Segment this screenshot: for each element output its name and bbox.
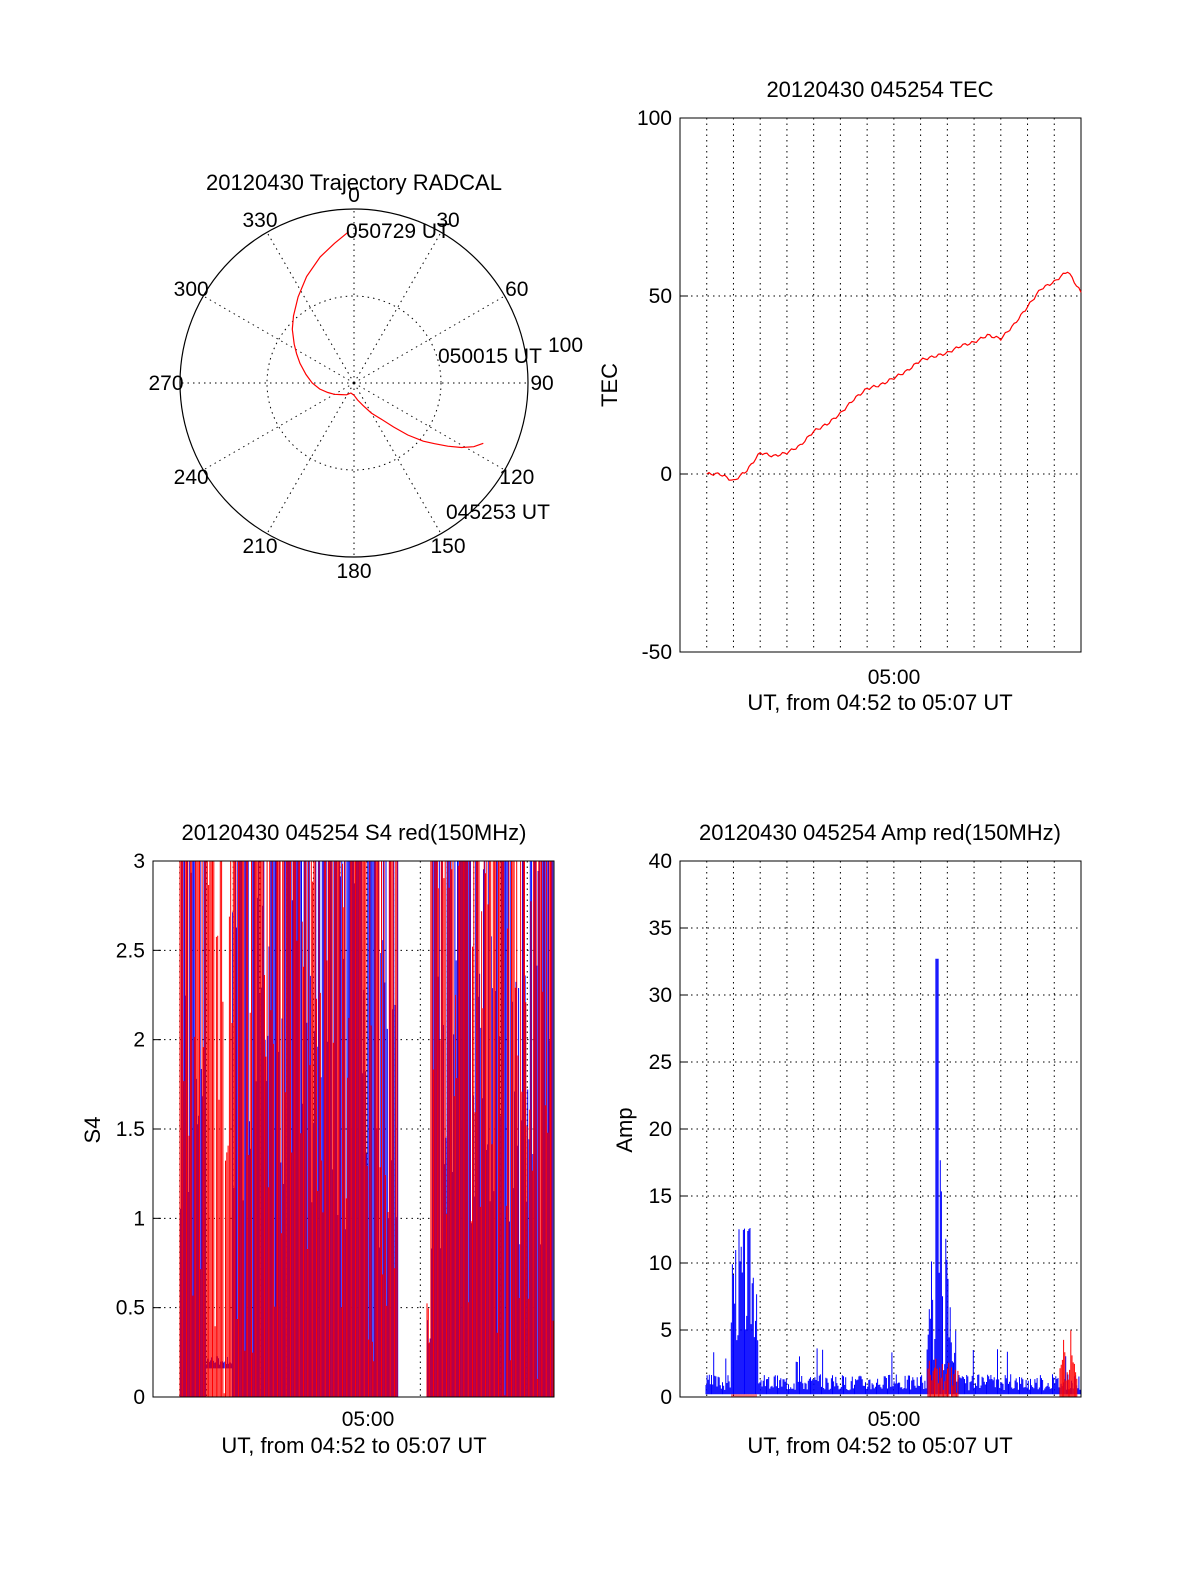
tec-frame	[679, 117, 1082, 653]
y-tick-label: 100	[637, 107, 672, 130]
y-tick-label: 0	[660, 1386, 672, 1409]
polar-angle-label: 0	[348, 184, 360, 207]
amp-panel: 20120430 045254 Amp red(150MHz) 0 5 10 15 20…	[612, 820, 1082, 1458]
polar-angle-label: 60	[505, 278, 528, 301]
y-tick-label: 0	[660, 463, 672, 486]
y-tick-label: 2	[133, 1029, 145, 1052]
tec-series-line	[706, 271, 1082, 481]
y-tick-label: 15	[649, 1185, 672, 1208]
tec-xtick-label: 05:00	[868, 666, 921, 689]
polar-title: 20120430 Trajectory RADCAL	[206, 170, 502, 195]
polar-panel: 20120430 Trajectory RADCAL 0 30 60 90 120 150…	[148, 170, 583, 583]
polar-spoke	[353, 295, 505, 384]
tec-y-ticks: -50 0 50 100	[637, 107, 688, 664]
polar-angle-label: 300	[174, 278, 209, 301]
y-tick-label: -50	[642, 641, 672, 664]
y-tick-label: 10	[649, 1252, 672, 1275]
annotation-start-time: 045253 UT	[446, 501, 550, 524]
polar-spokes	[180, 209, 528, 557]
amp-x-label: UT, from 04:52 to 05:07 UT	[747, 1433, 1012, 1458]
s4-panel: 20120430 045254 S4 red(150MHz) 0 0.5 1 1.5 2…	[80, 820, 555, 1458]
polar-angle-label: 240	[174, 466, 209, 489]
trajectory-line	[291, 231, 484, 449]
polar-spoke	[266, 232, 355, 384]
y-tick-label: 50	[649, 285, 672, 308]
polar-angle-label: 210	[242, 535, 277, 558]
s4-x-label: UT, from 04:52 to 05:07 UT	[221, 1433, 486, 1458]
polar-inner-circle	[266, 295, 442, 471]
y-tick-label: 30	[649, 984, 672, 1007]
polar-angle-label: 330	[242, 209, 277, 232]
y-tick-label: 40	[649, 850, 672, 873]
annotation-mid-time: 050015 UT	[438, 345, 542, 368]
amp-xtick-label: 05:00	[868, 1408, 921, 1431]
amp-red-series	[731, 1330, 1078, 1397]
polar-angle-label: 270	[148, 372, 183, 395]
amp-blue-series	[705, 958, 1081, 1395]
polar-outer-circle	[179, 208, 529, 558]
amp-y-ticks: 0 5 10 15 20 25 30 35 40	[649, 850, 688, 1409]
polar-spoke	[353, 382, 505, 471]
amp-series	[705, 958, 1081, 1397]
s4-series	[179, 861, 555, 1397]
y-tick-label: 3	[133, 850, 145, 873]
y-tick-label: 1.5	[116, 1118, 145, 1141]
tec-y-label: TEC	[597, 363, 622, 407]
annotation-end-time: 050729 UT	[346, 220, 450, 243]
polar-radial-label: 100	[548, 334, 583, 357]
y-tick-label: 5	[660, 1319, 672, 1342]
polar-angle-label: 180	[336, 560, 371, 583]
y-tick-label: 25	[649, 1051, 672, 1074]
amp-title: 20120430 045254 Amp red(150MHz)	[699, 820, 1061, 845]
y-tick-label: 1	[133, 1207, 145, 1230]
polar-angle-label: 150	[430, 535, 465, 558]
s4-y-ticks: 0 0.5 1 1.5 2 2.5 3	[116, 850, 161, 1409]
s4-blue-series	[180, 861, 555, 1397]
polar-spoke	[203, 382, 355, 471]
s4-red-series	[179, 861, 554, 1397]
amp-y-label: Amp	[612, 1107, 637, 1152]
s4-title: 20120430 045254 S4 red(150MHz)	[182, 820, 527, 845]
tec-grid	[680, 118, 1081, 652]
tec-title: 20120430 045254 TEC	[766, 77, 993, 102]
tec-panel: 20120430 045254 TEC -50 0 50 100 05:00 UT, …	[597, 77, 1082, 715]
polar-angle-labels: 0 30 60 90 120 150 180 210 240 270 300 330	[148, 184, 553, 583]
s4-xtick-label: 05:00	[342, 1408, 395, 1431]
y-tick-label: 0.5	[116, 1297, 145, 1320]
y-tick-label: 20	[649, 1118, 672, 1141]
polar-spoke	[266, 382, 355, 534]
polar-angle-label: 30	[436, 209, 459, 232]
tec-x-label: UT, from 04:52 to 05:07 UT	[747, 690, 1012, 715]
polar-spoke	[353, 382, 442, 534]
y-tick-label: 0	[133, 1386, 145, 1409]
polar-angle-label: 90	[530, 372, 553, 395]
amp-grid	[680, 861, 1081, 1397]
polar-spoke	[353, 232, 442, 384]
s4-y-label: S4	[80, 1117, 105, 1144]
y-tick-label: 2.5	[116, 939, 145, 962]
y-tick-label: 35	[649, 917, 672, 940]
polar-spoke	[203, 295, 355, 384]
polar-angle-label: 120	[499, 466, 534, 489]
